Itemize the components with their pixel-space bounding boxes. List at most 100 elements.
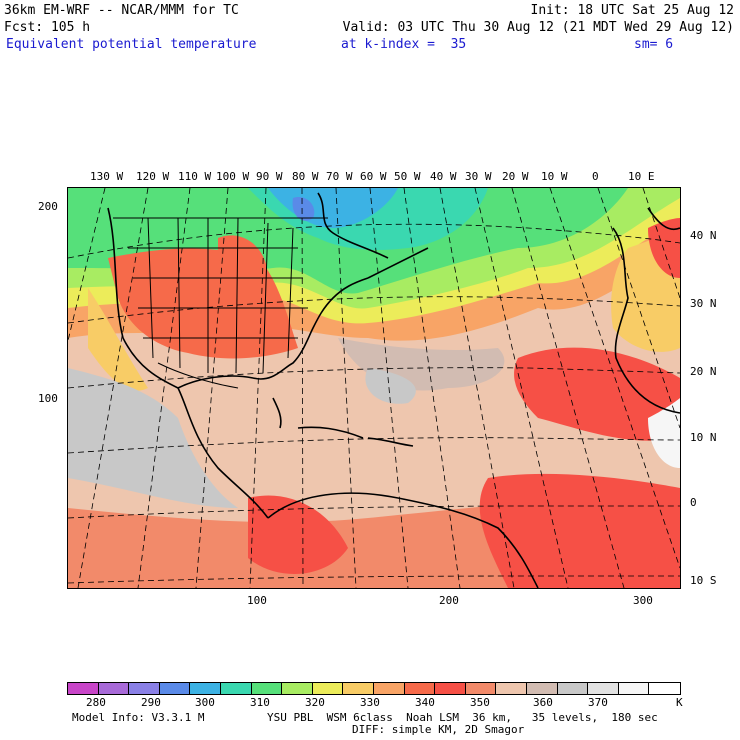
- east-atlantic-red: [514, 347, 680, 441]
- colorbar-label: 330: [360, 696, 380, 709]
- southeast-red: [479, 473, 680, 588]
- lon-label: 0: [592, 170, 599, 183]
- lat-label: 40 N: [690, 229, 717, 242]
- colorbar-swatch: [618, 683, 650, 694]
- hudson-bay-coast: [317, 192, 389, 259]
- smoothing-label: sm= 6: [634, 37, 674, 52]
- colorbar-swatch: [220, 683, 252, 694]
- lon-label: 10 E: [628, 170, 655, 183]
- lon-line-90w: [249, 188, 267, 588]
- colorbar-label: 290: [141, 696, 161, 709]
- lon-label: 40 W: [430, 170, 457, 183]
- maritimes: [367, 247, 429, 279]
- florida: [272, 397, 282, 429]
- lon-line-100w: [195, 188, 229, 588]
- colorbar-unit: K: [676, 696, 683, 709]
- colorbar-label: 340: [415, 696, 435, 709]
- valid-time: Valid: 03 UTC Thu 30 Aug 12 (21 MDT Wed …: [342, 20, 734, 35]
- lon-label: 130 W: [90, 170, 124, 183]
- colorbar-swatch: [251, 683, 283, 694]
- lon-label: 20 W: [502, 170, 529, 183]
- map-panel: [67, 187, 681, 589]
- colorbar-swatch: [435, 683, 466, 694]
- lon-line-60w: [369, 188, 409, 588]
- lon-label: 80 W: [292, 170, 319, 183]
- colorbar-swatch: [557, 683, 589, 694]
- diffusion-info: DIFF: simple KM, 2D Smagor: [352, 723, 525, 736]
- lat-label: 20 N: [690, 365, 717, 378]
- coastlines: [107, 192, 680, 588]
- lon-line-40w: [439, 188, 515, 588]
- lon-label: 90 W: [256, 170, 283, 183]
- cuba: [297, 426, 364, 439]
- lon-label: 100 W: [216, 170, 250, 183]
- lon-label: 10 W: [541, 170, 568, 183]
- grid-x-label: 300: [633, 594, 653, 607]
- state-lines-horizontal: [128, 247, 308, 339]
- state-lines-vertical: [147, 217, 294, 374]
- forecast-hour: Fcst: 105 h: [4, 20, 91, 35]
- lat-line-20n: [68, 367, 680, 389]
- plains-warm-patch: [218, 235, 268, 282]
- gulf-of-guinea-white: [648, 398, 680, 468]
- graticule: [68, 188, 680, 588]
- colorbar-swatch: [373, 683, 405, 694]
- lat-line-10s: [68, 575, 680, 584]
- colorbar-label: 310: [250, 696, 270, 709]
- lon-line-30w: [474, 188, 569, 588]
- colorbar-label: 320: [305, 696, 325, 709]
- colorbar-swatch: [98, 683, 130, 694]
- lat-line-30n: [68, 296, 680, 324]
- lon-label: 30 W: [465, 170, 492, 183]
- colorbar-swatch: [282, 683, 313, 694]
- south-america-coast: [267, 492, 539, 588]
- lon-line-110w: [137, 188, 191, 588]
- colorbar-swatch: [159, 683, 191, 694]
- colorbar-swatch: [649, 683, 680, 694]
- colorbar-label: 350: [470, 696, 490, 709]
- colorbar-swatch: [129, 683, 160, 694]
- lon-label: 120 W: [136, 170, 170, 183]
- grid-y-label: 100: [38, 392, 58, 405]
- lon-label: 60 W: [360, 170, 387, 183]
- hispaniola: [367, 437, 414, 447]
- colorbar-swatch: [526, 683, 558, 694]
- colorbar-label: 360: [533, 696, 553, 709]
- level-label: at k-index = 35: [341, 37, 467, 52]
- init-time: Init: 18 UTC Sat 25 Aug 12: [530, 3, 735, 18]
- colorbar-label: 280: [86, 696, 106, 709]
- colorbar: [67, 682, 681, 695]
- colorbar-swatch: [312, 683, 344, 694]
- field-name: Equivalent potential temperature: [6, 37, 257, 52]
- lon-line-0: [597, 188, 680, 429]
- lon-line-80w: [301, 188, 304, 588]
- lon-label: 70 W: [326, 170, 353, 183]
- grid-x-label: 100: [247, 594, 267, 607]
- west-coast-strip: [88, 288, 148, 391]
- colorbar-swatch: [190, 683, 221, 694]
- lon-line-70w: [335, 188, 357, 588]
- lon-line-50w: [403, 188, 461, 588]
- pacific-grey: [68, 368, 238, 508]
- colorbar-swatch: [404, 683, 436, 694]
- model-info: Model Info: V3.3.1 M: [72, 711, 205, 724]
- lat-label: 30 N: [690, 297, 717, 310]
- lat-line-40n: [68, 223, 680, 259]
- lon-label: 50 W: [394, 170, 421, 183]
- colorbar-swatch: [465, 683, 497, 694]
- africa-coast: [612, 227, 680, 414]
- colorbar-swatch: [343, 683, 374, 694]
- lat-line-eq: [68, 505, 680, 519]
- colorbar-swatch: [588, 683, 619, 694]
- lat-label: 10 S: [690, 574, 717, 587]
- atlantic-grey-patch: [365, 368, 416, 404]
- grid-y-label: 200: [38, 200, 58, 213]
- lon-line-120w: [77, 188, 149, 588]
- physics-info: YSU PBL WSM 6class Noah LSM 36 km, 35 le…: [267, 711, 658, 724]
- lon-line-10w: [549, 188, 680, 569]
- iberia-coast: [647, 207, 680, 230]
- colorbar-swatch: [68, 683, 99, 694]
- grid-x-label: 200: [439, 594, 459, 607]
- colorbar-swatch: [496, 683, 527, 694]
- lat-label: 0: [690, 496, 697, 509]
